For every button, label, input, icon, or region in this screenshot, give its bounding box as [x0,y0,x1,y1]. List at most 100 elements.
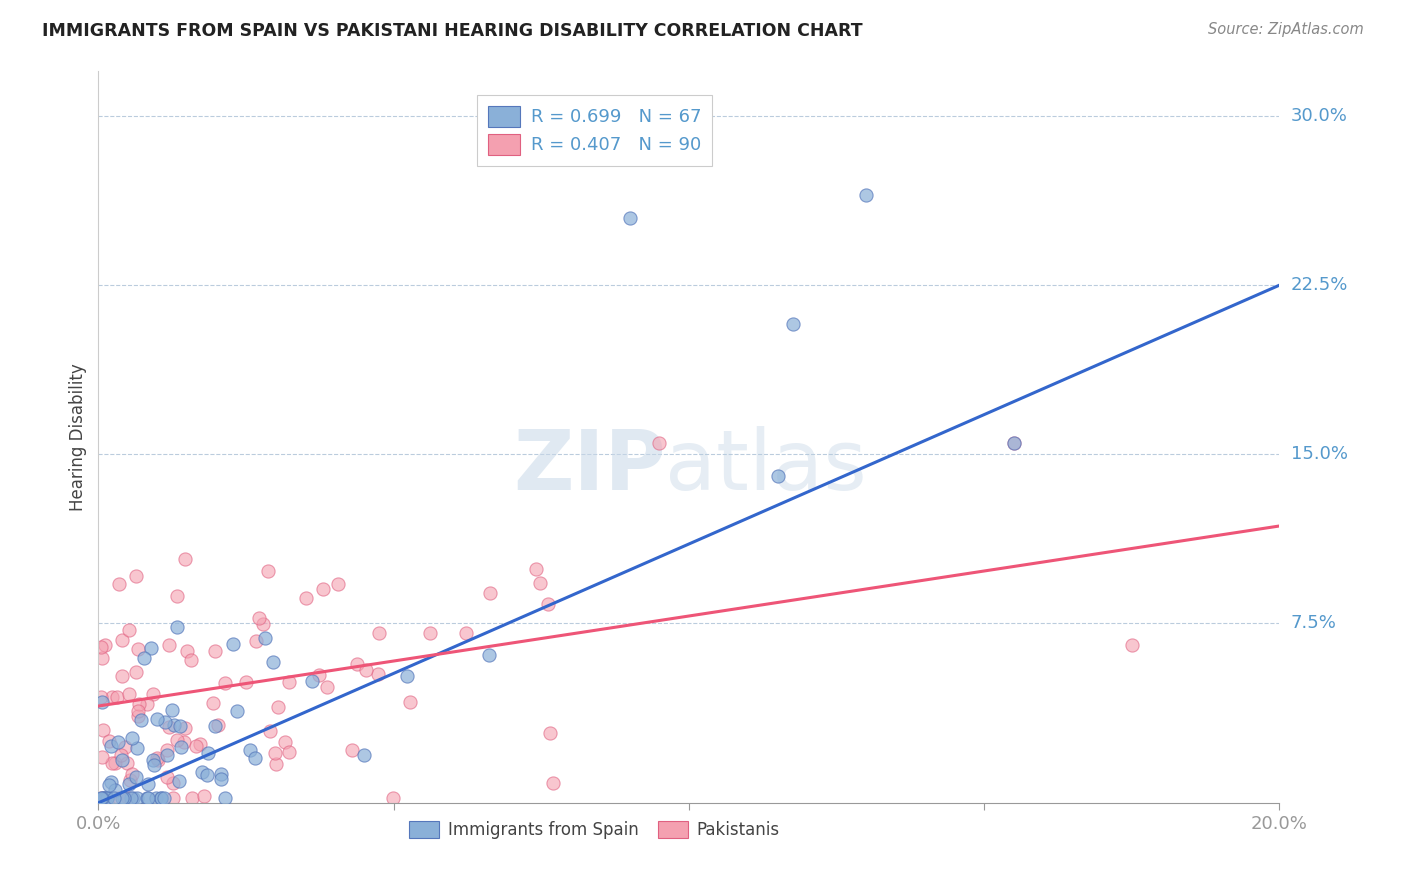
Point [1002,435,1025,450]
Point [117,791,139,805]
Text: ZIP: ZIP [513,425,665,507]
Point [541,776,564,790]
Point [93,791,115,805]
Point [166,589,188,603]
Point [90,791,112,805]
Point [193,789,215,803]
Point [342,742,364,756]
Point [1121,638,1143,652]
Point [94,638,117,652]
Point [135,791,157,805]
Point [110,747,132,762]
Point [146,713,169,727]
Point [111,633,134,648]
Point [367,666,389,681]
Point [235,674,257,689]
Point [111,791,134,805]
Point [524,561,547,575]
Point [156,770,179,784]
Point [145,791,167,805]
Point [1002,435,1025,450]
Point [90,791,112,805]
Point [127,791,149,805]
Point [96,791,118,805]
Point [254,631,277,645]
Point [225,705,247,719]
Point [91,791,114,805]
Legend: Immigrants from Spain, Pakistanis: Immigrants from Spain, Pakistanis [402,814,786,846]
Text: 22.5%: 22.5% [1291,277,1348,294]
Point [121,766,143,780]
Point [150,791,173,805]
Point [256,564,278,578]
Point [277,746,299,760]
Point [127,709,149,723]
Point [222,637,245,651]
Point [96,791,118,805]
Point [112,791,135,805]
Point [176,644,198,658]
Point [214,791,236,805]
Point [180,653,202,667]
Point [127,641,149,656]
Point [266,699,288,714]
Point [149,791,172,805]
Point [184,739,207,753]
Point [153,714,176,729]
Point [174,551,197,566]
Point [98,778,121,792]
Point [146,751,169,765]
Point [101,756,124,771]
Point [239,743,262,757]
Point [115,756,138,770]
Text: IMMIGRANTS FROM SPAIN VS PAKISTANI HEARING DISABILITY CORRELATION CHART: IMMIGRANTS FROM SPAIN VS PAKISTANI HEARI… [42,22,863,40]
Point [368,625,391,640]
Point [398,695,420,709]
Point [148,753,170,767]
Point [209,766,232,780]
Point [120,791,142,805]
Point [90,750,112,764]
Point [782,317,804,331]
Point [91,650,114,665]
Point [118,777,141,791]
Point [278,674,301,689]
Point [160,703,183,717]
Point [316,680,339,694]
Point [157,720,180,734]
Point [191,765,214,780]
Point [247,611,270,625]
Point [537,598,560,612]
Point [166,620,188,634]
Point [128,697,150,711]
Text: Source: ZipAtlas.com: Source: ZipAtlas.com [1208,22,1364,37]
Point [195,768,218,782]
Point [162,791,184,805]
Point [157,639,180,653]
Point [346,657,368,671]
Point [110,753,132,767]
Point [125,569,148,583]
Point [127,705,149,719]
Point [121,791,143,805]
Text: 7.5%: 7.5% [1291,614,1337,632]
Point [273,734,295,748]
Point [214,676,236,690]
Point [153,791,176,805]
Point [648,435,671,450]
Point [356,663,378,677]
Point [529,576,551,591]
Point [166,732,188,747]
Text: atlas: atlas [665,425,868,507]
Point [209,772,232,787]
Point [169,739,191,754]
Point [207,718,229,732]
Point [118,624,141,638]
Point [766,469,789,483]
Point [125,770,148,784]
Point [121,731,143,746]
Point [101,690,124,705]
Point [142,687,165,701]
Point [142,757,165,772]
Point [111,669,134,683]
